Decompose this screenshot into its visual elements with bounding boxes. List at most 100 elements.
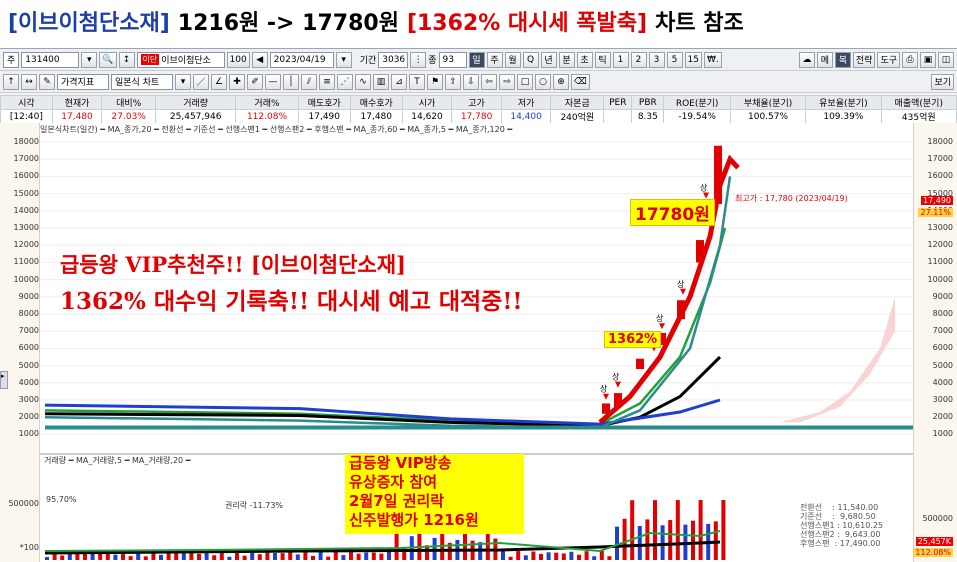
arrow-up-icon[interactable]: ↑: [3, 73, 19, 90]
tab-tick[interactable]: 틱: [594, 51, 611, 68]
edit-icon[interactable]: ✎: [39, 73, 55, 90]
count-input[interactable]: 93: [438, 51, 467, 68]
y-axis-tick-right: 11000: [927, 257, 953, 267]
interval-1[interactable]: 1: [612, 51, 629, 68]
volume-bar: [83, 552, 87, 560]
pencil-tool-icon[interactable]: ✐: [247, 73, 263, 90]
interval-15[interactable]: 15: [684, 51, 702, 68]
stock-name-index[interactable]: 100: [226, 51, 250, 68]
tools-button[interactable]: 도구: [877, 51, 900, 68]
ichimoku-stats: 전환선 : 11,540.00 기준선 : 9,680.50 선행스팬1 : 1…: [800, 503, 884, 548]
tab-second[interactable]: 초: [576, 51, 593, 68]
bars-tool-icon[interactable]: ▥: [373, 73, 389, 90]
toolbar-drawing: ↑ ↔ ✎ 가격지표 일본식 차트 ▾ ／ ∠ ✚ ✐ — │ ⫽ ≡ ⋰ ∿ …: [0, 71, 957, 93]
price-chart-panel[interactable]: 상상상상상상 일본식차트(일간) ━ MA_종가,20 ━ 전환선 ━ 기준선 …: [0, 123, 957, 562]
arrow-up-tool-icon[interactable]: ⇧: [445, 73, 461, 90]
print-icon[interactable]: ⎙: [902, 51, 918, 68]
chevron-down-icon[interactable]: ▾: [81, 51, 98, 68]
stock-code-input[interactable]: 131400: [21, 51, 80, 68]
y-axis-tick-right: 9000: [932, 291, 953, 301]
interval-5[interactable]: 5: [666, 51, 683, 68]
volume-bar: [668, 520, 673, 560]
volume-bar: [531, 551, 536, 560]
volume-bar: [67, 551, 72, 560]
info-value-cell: [12:40]: [0, 109, 53, 124]
interval-2[interactable]: 2: [630, 51, 647, 68]
candle-up: [614, 393, 622, 407]
calendar-icon[interactable]: ▾: [335, 51, 352, 68]
info-value-cell: 8.35: [631, 109, 665, 124]
eraser-icon[interactable]: ⌫: [571, 73, 590, 90]
rect-tool-icon[interactable]: □: [517, 73, 533, 90]
fan-tool-icon[interactable]: ⊿: [391, 73, 407, 90]
volume-bar: [379, 553, 384, 560]
volume-bar: [637, 525, 642, 560]
volume-bar: [159, 554, 163, 560]
stock-name-field[interactable]: 이단 이브이첨단소: [136, 51, 225, 68]
indicator-select[interactable]: 가격지표: [57, 73, 109, 90]
market-prefix[interactable]: 주: [3, 51, 20, 68]
info-value-cell: 109.39%: [805, 109, 882, 124]
view-button[interactable]: 보기: [931, 73, 954, 90]
gann-tool-icon[interactable]: ⋰: [337, 73, 353, 90]
search-icon[interactable]: 🔍: [99, 51, 117, 68]
circle-tool-icon[interactable]: ○: [535, 73, 551, 90]
hline-tool-icon[interactable]: —: [265, 73, 281, 90]
volume-bar: [212, 555, 217, 560]
volume-bar: [227, 556, 232, 560]
volume-bar: [691, 520, 695, 560]
sort-icon[interactable]: ↕: [118, 51, 135, 68]
period-input[interactable]: 3036: [378, 51, 409, 68]
signal-up-label: 상: [700, 182, 708, 192]
zoom-tool-icon[interactable]: ⊕: [553, 73, 569, 90]
quote-info-header-row: 시각 현재가 대비% 거래량 거래% 매도호가 매수호가 시가 고가 저가 자본금 PER PBR ROE…: [0, 95, 957, 110]
quote-info-table: 시각 현재가 대비% 거래량 거래% 매도호가 매수호가 시가 고가 저가 자본금 PER PBR ROE…: [0, 95, 957, 124]
arrows-horizontal-icon[interactable]: ↔: [21, 73, 37, 90]
strategy-button[interactable]: 전략: [852, 51, 876, 68]
memo-button[interactable]: 메: [816, 51, 833, 68]
date-field[interactable]: 2023/04/19: [269, 51, 334, 68]
volume-bar: [219, 551, 224, 560]
volume-bar: [554, 552, 559, 560]
fib-tool-icon[interactable]: ≡: [319, 73, 335, 90]
window-icon[interactable]: ◫: [938, 51, 954, 68]
volume-bar: [523, 555, 528, 560]
tab-day[interactable]: 일: [468, 51, 485, 68]
tab-year[interactable]: 년: [540, 51, 557, 68]
interval-3[interactable]: 3: [648, 51, 665, 68]
arrow-right-tool-icon[interactable]: ⇨: [499, 73, 515, 90]
angle-tool-icon[interactable]: ∠: [211, 73, 227, 90]
text-tool-icon[interactable]: T: [409, 73, 425, 90]
cloud-icon[interactable]: ☁: [798, 51, 815, 68]
line-tool-icon[interactable]: ／: [193, 73, 209, 90]
volume-bar: [660, 525, 665, 560]
copy-button[interactable]: 복: [834, 51, 851, 68]
expand-handle[interactable]: ▸: [0, 371, 8, 389]
y-axis-tick: 2000: [18, 412, 39, 422]
tab-quarter[interactable]: Q: [522, 51, 539, 68]
volume-bar: [174, 553, 179, 560]
chart-type-select[interactable]: 일본식 차트: [111, 73, 173, 90]
arrow-left-tool-icon[interactable]: ⇦: [481, 73, 497, 90]
vline-tool-icon[interactable]: │: [283, 73, 299, 90]
flag-tool-icon[interactable]: ⚑: [427, 73, 443, 90]
cross-tool-icon[interactable]: ✚: [229, 73, 245, 90]
grid-icon[interactable]: ⋮: [410, 51, 427, 68]
signal-up-label: 상: [612, 372, 620, 382]
save-icon[interactable]: ▣: [920, 51, 936, 68]
volume-bar: [698, 500, 703, 560]
volume-bar: [371, 552, 376, 560]
info-value-cell: 17,480: [51, 109, 103, 124]
tab-minute[interactable]: 분: [558, 51, 575, 68]
chevron-left-icon[interactable]: ◀: [251, 51, 268, 68]
arrow-down-tool-icon[interactable]: ⇩: [463, 73, 479, 90]
chevron-down-icon[interactable]: ▾: [175, 73, 191, 90]
tab-week[interactable]: 주: [486, 51, 503, 68]
volume-bar: [151, 551, 156, 560]
volume-bar: [326, 556, 331, 560]
currency-button[interactable]: ₩.: [703, 51, 722, 68]
channel-tool-icon[interactable]: ⫽: [301, 73, 317, 90]
volume-bar: [356, 553, 361, 560]
wave-tool-icon[interactable]: ∿: [355, 73, 371, 90]
tab-month[interactable]: 월: [504, 51, 521, 68]
